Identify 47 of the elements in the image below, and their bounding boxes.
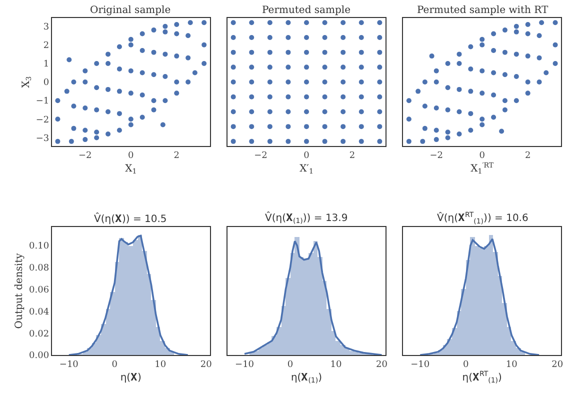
y-tick-label: 2 xyxy=(43,41,50,52)
y-tick-label: 1 xyxy=(43,60,50,70)
x-axis-title: η(𝐗$_{(1)}$) xyxy=(290,372,322,384)
x-tick-label: −2 xyxy=(78,150,92,161)
x-axis-title: X′$_{1}$ xyxy=(300,163,314,176)
x-tick-label: 10 xyxy=(154,360,166,370)
y-axis-title: Output density xyxy=(14,252,26,329)
y-tick-label: 3 xyxy=(43,22,50,32)
x-tick-label: 0 xyxy=(479,150,486,161)
y-tick-label: −1 xyxy=(36,96,50,107)
x-tick-label: 0 xyxy=(112,360,118,370)
x-axis-title: X$_{1}$ xyxy=(125,163,137,176)
x-tick-label: 20 xyxy=(200,360,212,370)
x-tick-label: 2 xyxy=(174,150,180,161)
y-tick-label: 0.10 xyxy=(29,242,50,252)
x-tick-label: 2 xyxy=(349,150,356,161)
x-tick-label: 0 xyxy=(128,150,134,161)
chart-title: Permuted sample xyxy=(262,5,351,16)
chart-title: Permuted sample with RT xyxy=(417,5,548,16)
y-tick-label: 0 xyxy=(43,78,50,88)
x-tick-label: 0 xyxy=(287,360,294,370)
x-tick-label: 10 xyxy=(506,360,518,370)
x-tick-label: −10 xyxy=(59,360,79,370)
x-axis-title: η(𝐗$^{RT}$$_{(1)}$) xyxy=(462,370,502,384)
x-axis-title: η(𝐗) xyxy=(120,372,142,384)
chart-title: V̂(η(𝐗$^{RT}$$_{(1)}$)) = 10.6 xyxy=(437,211,528,226)
y-tick-label: −2 xyxy=(36,115,50,126)
x-tick-label: −2 xyxy=(430,150,444,161)
x-tick-label: 0 xyxy=(463,360,470,370)
y-tick-label: 0.00 xyxy=(29,351,50,362)
y-tick-label: 0.08 xyxy=(29,264,50,274)
x-tick-label: −10 xyxy=(410,360,430,370)
x-tick-label: 10 xyxy=(330,360,342,370)
y-tick-label: 0.02 xyxy=(29,329,50,340)
x-tick-label: 0 xyxy=(304,150,310,161)
chart-title: V̂(η(𝐗$_{(1)}$)) = 13.9 xyxy=(265,211,348,225)
x-tick-label: −2 xyxy=(254,150,268,161)
y-tick-label: −3 xyxy=(36,134,50,144)
x-tick-label: 20 xyxy=(376,360,388,370)
chart-title: Original sample xyxy=(90,5,171,16)
y-tick-label: 0.04 xyxy=(29,307,50,318)
x-tick-label: −10 xyxy=(235,360,254,370)
line-series xyxy=(68,234,189,355)
x-tick-label: 20 xyxy=(552,360,564,370)
y-tick-label: 0.06 xyxy=(29,285,50,296)
x-tick-label: 2 xyxy=(524,150,531,161)
chart-title: V̂(η(𝐗)) = 10.5 xyxy=(94,212,167,225)
